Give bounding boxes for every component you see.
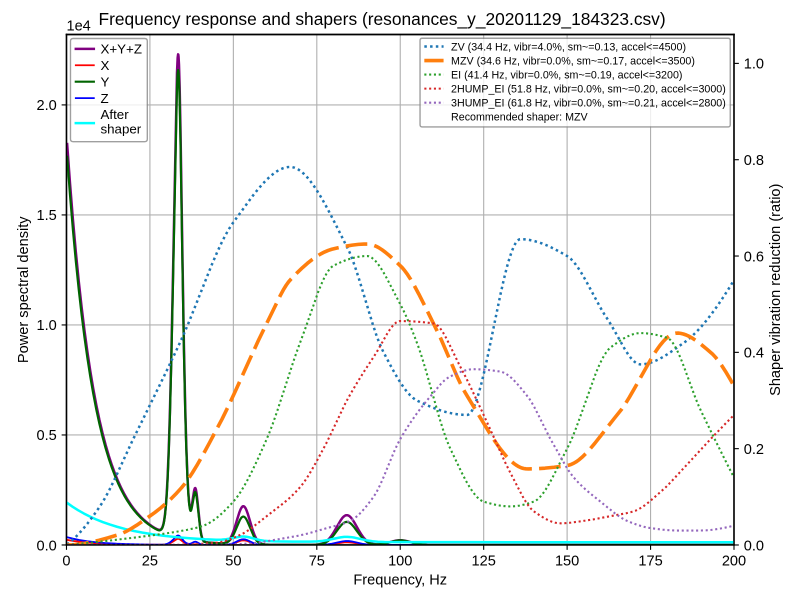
svg-text:100: 100: [388, 553, 412, 569]
svg-text:1e4: 1e4: [66, 18, 90, 34]
svg-text:0.0: 0.0: [744, 538, 764, 554]
svg-text:2.0: 2.0: [36, 98, 56, 114]
svg-text:125: 125: [472, 553, 496, 569]
svg-text:1.5: 1.5: [36, 208, 56, 224]
svg-text:3HUMP_EI (61.8 Hz, vibr=0.0%,: 3HUMP_EI (61.8 Hz, vibr=0.0%, sm~=0.21, …: [451, 97, 726, 109]
svg-text:0: 0: [62, 553, 70, 569]
svg-text:0.6: 0.6: [744, 249, 764, 265]
svg-text:50: 50: [225, 553, 241, 569]
svg-text:Frequency response and shapers: Frequency response and shapers (resonanc…: [99, 9, 666, 29]
svg-text:MZV (34.6 Hz, vibr=0.0%, sm~=0: MZV (34.6 Hz, vibr=0.0%, sm~=0.17, accel…: [451, 55, 695, 67]
svg-text:Shaper vibration reduction (ra: Shaper vibration reduction (ratio): [768, 184, 784, 396]
svg-text:X: X: [100, 58, 109, 73]
svg-text:X+Y+Z: X+Y+Z: [100, 41, 142, 56]
svg-text:1.0: 1.0: [744, 57, 764, 73]
svg-text:0.8: 0.8: [744, 153, 764, 169]
svg-text:175: 175: [638, 553, 662, 569]
svg-text:Recommended shaper: MZV: Recommended shaper: MZV: [451, 111, 588, 123]
svg-text:ZV (34.4 Hz, vibr=4.0%, sm~=0.: ZV (34.4 Hz, vibr=4.0%, sm~=0.13, accel<…: [451, 41, 686, 53]
svg-text:150: 150: [555, 553, 579, 569]
svg-text:Power spectral density: Power spectral density: [16, 216, 32, 363]
svg-text:Z: Z: [100, 91, 108, 106]
svg-text:0.4: 0.4: [744, 346, 764, 362]
svg-text:75: 75: [309, 553, 325, 569]
svg-text:EI (41.4 Hz, vibr=0.0%, sm~=0.: EI (41.4 Hz, vibr=0.0%, sm~=0.19, accel<…: [451, 69, 682, 81]
svg-text:200: 200: [722, 553, 746, 569]
svg-text:0.5: 0.5: [36, 428, 56, 444]
svg-text:After: After: [100, 107, 129, 122]
svg-text:2HUMP_EI (51.8 Hz, vibr=0.0%,: 2HUMP_EI (51.8 Hz, vibr=0.0%, sm~=0.20, …: [451, 83, 726, 95]
svg-text:0.0: 0.0: [36, 538, 56, 554]
svg-text:Y: Y: [100, 74, 109, 89]
svg-text:Frequency, Hz: Frequency, Hz: [353, 572, 447, 588]
svg-text:1.0: 1.0: [36, 318, 56, 334]
svg-text:0.2: 0.2: [744, 442, 764, 458]
svg-text:25: 25: [142, 553, 158, 569]
svg-text:shaper: shaper: [100, 122, 141, 137]
